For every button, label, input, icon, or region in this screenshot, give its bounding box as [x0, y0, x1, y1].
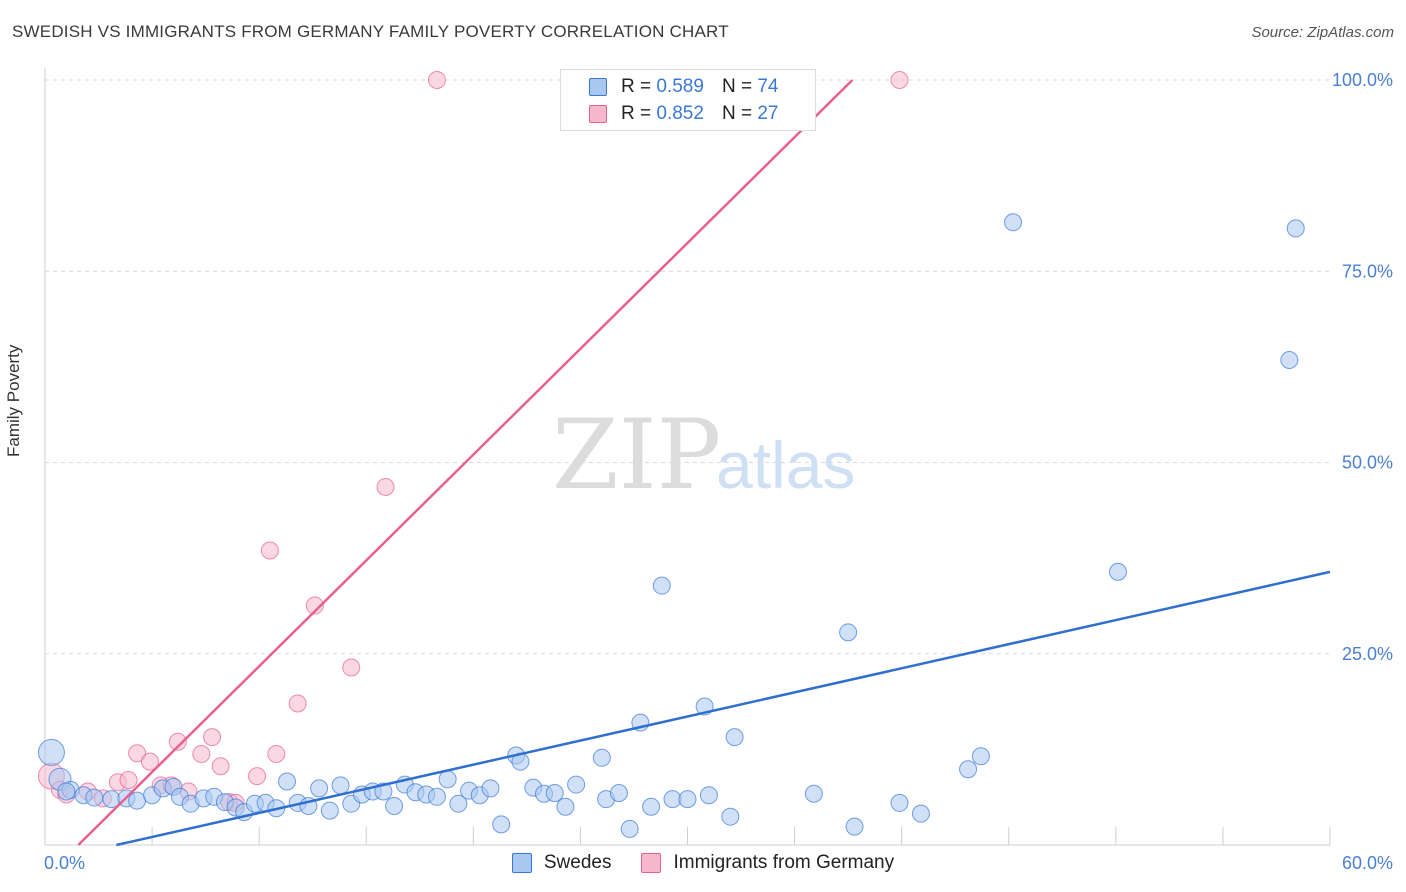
swedes-point — [567, 775, 586, 794]
swedes-point — [620, 819, 639, 838]
source-credit: Source: ZipAtlas.com — [1251, 24, 1394, 41]
immigrants-swatch — [589, 105, 607, 123]
legend-item-swedes[interactable]: Swedes — [511, 852, 612, 874]
immigrants-r-value: 0.852 — [656, 103, 704, 124]
swedes-point — [545, 783, 564, 802]
immigrants-point — [128, 744, 147, 763]
swedes-point — [492, 815, 511, 834]
swedes-point — [1108, 562, 1127, 581]
immigrants-point — [248, 767, 267, 786]
swedes-point — [678, 790, 697, 809]
immigrants-point — [267, 744, 286, 763]
swedes-point — [438, 770, 457, 789]
immigrants-point — [427, 71, 446, 89]
immigrants-point — [342, 658, 361, 677]
watermark: ZIP atlas — [552, 399, 855, 511]
swedes-trend-line — [116, 570, 1331, 847]
swedes-point — [85, 788, 104, 807]
immigrants-point — [890, 71, 909, 89]
x-tick-label: 0.0% — [44, 853, 85, 873]
swedes-point — [57, 782, 76, 801]
swedes-point — [911, 804, 930, 823]
trend-lines — [77, 79, 1331, 847]
swedes-point — [971, 747, 990, 766]
swedes-point — [278, 772, 297, 791]
swedes-point — [449, 794, 468, 813]
immigrants-trend-line — [77, 79, 854, 846]
x-tick-label: 60.0% — [1342, 853, 1393, 873]
r-label: R = — [621, 103, 652, 124]
swedes-point — [481, 779, 500, 798]
swedes-point — [592, 748, 611, 767]
swedes-point — [652, 576, 671, 595]
swedes-r-value: 0.589 — [656, 76, 704, 97]
swedes-point — [320, 801, 339, 820]
swedes-n-value: 74 — [757, 76, 779, 97]
swedes-point — [725, 728, 744, 747]
axis-ticks: 25.0% 50.0% 75.0% 100.0% 0.0% 60.0% — [44, 70, 1393, 873]
swedes-point — [804, 784, 823, 803]
swedes-point — [310, 779, 329, 798]
immigrants-n-value: 27 — [757, 103, 779, 124]
y-tick-label: 25.0% — [1342, 644, 1393, 664]
r-label: R = — [621, 76, 652, 97]
legend-row-swedes: R = 0.589 N = 74 — [589, 74, 778, 100]
series-swedes-points — [37, 213, 1305, 838]
n-label: N = — [721, 76, 753, 97]
swedes-point — [37, 738, 65, 766]
swedes-point — [845, 817, 864, 836]
swedes-point — [609, 783, 628, 802]
y-tick-label: 75.0% — [1342, 261, 1393, 281]
immigrants-point — [192, 744, 211, 763]
swedes-point — [699, 786, 718, 805]
y-tick-label: 100.0% — [1332, 70, 1393, 90]
swedes-legend-swatch — [511, 853, 532, 873]
swedes-point — [374, 782, 393, 801]
immigrants-point — [376, 477, 395, 496]
immigrants-point — [203, 728, 222, 747]
immigrants-point — [168, 732, 187, 751]
swedes-point — [556, 797, 575, 816]
correlation-legend: R = 0.589 N = 74 R = 0.852 N = 27 — [560, 69, 816, 131]
swedes-point — [128, 791, 147, 810]
series-legend: Swedes Immigrants from Germany — [0, 852, 1406, 874]
swedes-legend-label: Swedes — [543, 852, 612, 873]
immigrants-point — [211, 757, 230, 776]
swedes-point — [642, 797, 661, 816]
immigrants-point — [140, 752, 159, 771]
swedes-point — [1286, 219, 1305, 238]
swedes-point — [1280, 350, 1299, 369]
immigrants-point — [260, 541, 279, 560]
immigrants-point — [305, 596, 324, 615]
immigrants-point — [288, 694, 307, 713]
swedes-point — [839, 623, 858, 642]
immigrants-point — [119, 770, 138, 789]
immigrants-legend-swatch — [641, 853, 662, 873]
swedes-point — [427, 787, 446, 806]
y-tick-label: 50.0% — [1342, 453, 1393, 473]
n-label: N = — [721, 103, 753, 124]
swedes-point — [721, 807, 740, 826]
swedes-point — [331, 776, 350, 795]
swedes-point — [890, 793, 909, 812]
legend-row-immigrants: R = 0.852 N = 27 — [589, 101, 778, 127]
chart-title: SWEDISH VS IMMIGRANTS FROM GERMANY FAMIL… — [12, 22, 729, 41]
swedes-point — [959, 760, 978, 779]
watermark-zip: ZIP — [552, 399, 721, 511]
swedes-point — [385, 796, 404, 815]
swedes-point — [1004, 213, 1023, 232]
swedes-swatch — [589, 78, 607, 96]
watermark-atlas: atlas — [716, 428, 855, 502]
swedes-point — [663, 790, 682, 809]
legend-item-immigrants[interactable]: Immigrants from Germany — [641, 852, 894, 874]
immigrants-legend-label: Immigrants from Germany — [673, 852, 895, 873]
